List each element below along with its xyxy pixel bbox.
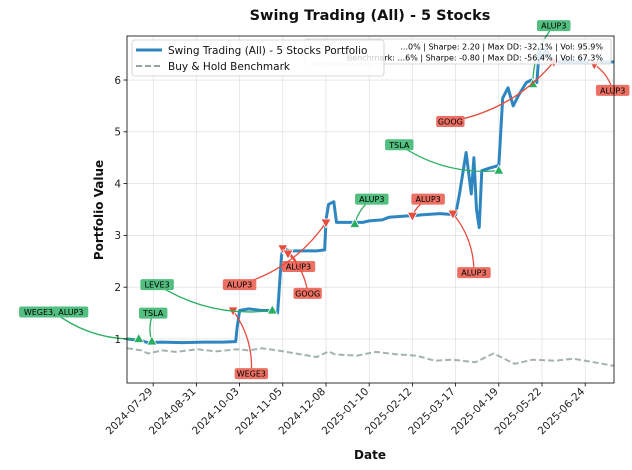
signal-label: TSLA — [388, 141, 410, 150]
y-tick-label: 2 — [114, 282, 121, 294]
portfolio-stats: ...0% | Sharpe: 2.20 | Max DD: -32.1% | … — [400, 43, 603, 52]
buy-marker — [133, 332, 145, 343]
sell-signal: ALUP3 — [222, 218, 332, 291]
series-layer — [127, 47, 614, 367]
portfolio-line — [127, 47, 614, 345]
signal-label-box — [595, 84, 630, 96]
sell-signal: ALUP3 — [406, 193, 445, 223]
legend-label-benchmark: Buy & Hold Benchmark — [168, 61, 291, 73]
buy-marker — [493, 164, 505, 175]
grid — [127, 36, 614, 383]
signal-label: ALUP3 — [359, 195, 384, 204]
signal-label-box — [138, 307, 168, 319]
signal-label-box — [411, 193, 445, 205]
buy-marker — [266, 304, 278, 315]
y-tick-label: 3 — [114, 230, 121, 242]
buy-marker — [146, 335, 158, 346]
signal-label: LEVE3 — [145, 281, 170, 290]
legend-box — [131, 39, 385, 77]
sell-marker — [282, 249, 294, 260]
signal-label: GOOG — [438, 117, 463, 126]
buy-signal: TSLA — [138, 307, 168, 346]
signal-arrow — [232, 310, 253, 374]
sell-marker — [447, 209, 459, 220]
legend: ...0% | Sharpe: 2.20 | Max DD: -32.1% | … — [131, 38, 612, 77]
sell-marker — [277, 244, 289, 255]
signal-label-box — [385, 139, 414, 151]
plot-frame — [126, 35, 615, 384]
signal-label-box — [19, 306, 89, 318]
buy-signal: ALUP3 — [349, 193, 389, 228]
signal-label-box — [293, 287, 322, 299]
signal-label-box — [234, 368, 269, 380]
signal-arrow — [398, 144, 499, 172]
signal-label-box — [537, 20, 571, 32]
buy-signal: TSLA — [385, 139, 505, 175]
signal-label: ALUP3 — [600, 86, 625, 95]
signal-label: ALUP3 — [541, 22, 566, 31]
signal-label: TSLA — [142, 309, 164, 318]
y-axis: 1 2 3 4 5 6 — [114, 75, 127, 346]
signal-label: ALUP3 — [227, 281, 252, 290]
y-tick-label: 4 — [114, 178, 121, 190]
signal-label-box — [457, 267, 491, 279]
y-tick-label: 6 — [114, 75, 121, 87]
sell-signal: WEGE3 — [227, 306, 269, 380]
chart-title: Swing Trading (All) - 5 Stocks — [250, 8, 491, 24]
legend-label-portfolio: Swing Trading (All) - 5 Stocks Portfolio — [168, 45, 367, 57]
sell-signal: ALUP3 — [447, 209, 491, 279]
signal-arrow — [156, 284, 273, 313]
signal-label-box — [222, 279, 257, 291]
signal-label-box — [355, 193, 389, 205]
signal-label: ALUP3 — [461, 269, 486, 278]
y-tick-label: 1 — [114, 334, 121, 346]
sell-marker — [406, 211, 419, 223]
benchmark-stats: Benchmark: ...6% | Sharpe: -0.80 | Max D… — [347, 54, 604, 63]
signal-label: ALUP3 — [415, 195, 440, 204]
signal-label: GOOG — [295, 289, 320, 298]
buy-signal: WEGE3, ALUP3 — [19, 306, 145, 343]
y-tick-label: 5 — [114, 127, 121, 139]
x-axis-label: Date — [354, 448, 386, 462]
y-axis-label: Portfolio Value — [92, 160, 106, 260]
signal-label-box — [436, 115, 465, 127]
benchmark-line — [127, 347, 614, 367]
signal-label: WEGE3 — [237, 370, 266, 379]
signal-arrow — [452, 213, 475, 273]
signal-label-box — [140, 279, 174, 291]
sell-signal: GOOG — [282, 249, 322, 299]
buy-signal: LEVE3 — [140, 279, 278, 315]
signal-label: WEGE3, ALUP3 — [24, 308, 84, 317]
sell-marker — [320, 218, 332, 229]
buy-marker — [349, 217, 361, 228]
